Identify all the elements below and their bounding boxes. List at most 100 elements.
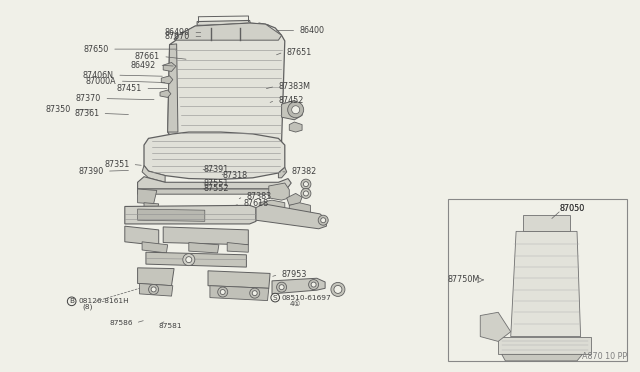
Polygon shape xyxy=(140,283,173,296)
Text: 86490: 86490 xyxy=(165,28,190,37)
Polygon shape xyxy=(278,167,287,178)
Text: 87361: 87361 xyxy=(74,109,99,118)
Polygon shape xyxy=(142,242,168,253)
Polygon shape xyxy=(189,243,219,253)
Polygon shape xyxy=(168,23,285,149)
Polygon shape xyxy=(138,189,157,204)
Polygon shape xyxy=(287,193,302,205)
Polygon shape xyxy=(163,62,176,71)
Polygon shape xyxy=(256,204,326,229)
Text: 08126-8161H: 08126-8161H xyxy=(78,298,129,304)
Polygon shape xyxy=(511,231,580,337)
Polygon shape xyxy=(208,271,270,288)
Circle shape xyxy=(301,179,311,189)
Circle shape xyxy=(186,257,192,263)
Text: 87581: 87581 xyxy=(159,323,182,328)
Polygon shape xyxy=(272,278,325,294)
Text: 87318: 87318 xyxy=(223,171,248,180)
Text: 87750M: 87750M xyxy=(448,275,480,285)
Polygon shape xyxy=(176,23,282,40)
Polygon shape xyxy=(146,252,246,267)
Circle shape xyxy=(292,106,300,114)
Circle shape xyxy=(318,215,328,225)
Circle shape xyxy=(151,287,156,292)
Polygon shape xyxy=(227,243,248,252)
Polygon shape xyxy=(524,215,570,231)
Circle shape xyxy=(276,282,287,292)
Polygon shape xyxy=(289,122,302,132)
Polygon shape xyxy=(144,203,159,211)
Text: 86492: 86492 xyxy=(131,61,156,70)
Circle shape xyxy=(321,218,326,223)
Polygon shape xyxy=(163,227,248,245)
Polygon shape xyxy=(259,200,285,213)
Text: 87000A: 87000A xyxy=(86,77,116,86)
Text: 87586: 87586 xyxy=(109,320,133,326)
Text: 87670: 87670 xyxy=(165,32,190,41)
Text: 87351: 87351 xyxy=(104,160,129,169)
Text: A870 10 PP: A870 10 PP xyxy=(582,352,627,361)
Text: (8): (8) xyxy=(82,304,92,310)
Text: 87618: 87618 xyxy=(243,199,268,208)
Circle shape xyxy=(288,102,304,118)
Circle shape xyxy=(301,189,311,198)
Text: 87661: 87661 xyxy=(135,52,160,61)
Text: 87050: 87050 xyxy=(559,204,584,213)
Polygon shape xyxy=(289,203,310,215)
Text: 87650: 87650 xyxy=(84,45,109,54)
Text: 87382: 87382 xyxy=(291,167,316,176)
Circle shape xyxy=(334,285,342,294)
Polygon shape xyxy=(282,100,302,120)
Circle shape xyxy=(148,285,159,294)
Text: 4①: 4① xyxy=(289,301,301,307)
Polygon shape xyxy=(210,286,269,301)
Polygon shape xyxy=(138,177,291,189)
Polygon shape xyxy=(502,355,582,361)
Circle shape xyxy=(311,282,316,287)
Text: 87552: 87552 xyxy=(204,185,229,193)
Text: 87953: 87953 xyxy=(282,270,307,279)
Circle shape xyxy=(303,191,308,196)
Text: 87370: 87370 xyxy=(76,94,101,103)
Circle shape xyxy=(308,280,319,289)
Text: 87350: 87350 xyxy=(45,105,70,114)
Text: 87551: 87551 xyxy=(204,179,229,187)
Circle shape xyxy=(331,282,345,296)
Polygon shape xyxy=(125,205,256,224)
Polygon shape xyxy=(142,166,165,182)
Text: 08510-61697: 08510-61697 xyxy=(282,295,332,301)
Text: 86400: 86400 xyxy=(300,26,324,35)
Polygon shape xyxy=(138,209,205,221)
Circle shape xyxy=(252,291,257,296)
Circle shape xyxy=(279,285,284,290)
Polygon shape xyxy=(498,337,591,355)
Polygon shape xyxy=(197,20,251,25)
Polygon shape xyxy=(161,76,173,84)
Circle shape xyxy=(218,287,228,297)
Polygon shape xyxy=(168,44,178,132)
Polygon shape xyxy=(160,90,171,97)
Circle shape xyxy=(183,254,195,266)
Text: 87390: 87390 xyxy=(79,167,104,176)
Text: B: B xyxy=(69,298,74,304)
Text: 87651: 87651 xyxy=(287,48,312,57)
Text: S: S xyxy=(273,295,278,301)
Text: 87452: 87452 xyxy=(278,96,304,105)
Circle shape xyxy=(220,289,225,295)
Polygon shape xyxy=(250,23,269,34)
Polygon shape xyxy=(138,189,287,194)
Text: 87451: 87451 xyxy=(117,84,142,93)
Polygon shape xyxy=(269,183,289,200)
Text: 87383M: 87383M xyxy=(278,82,310,91)
Polygon shape xyxy=(144,132,285,179)
Bar xyxy=(448,199,627,361)
Text: 87050: 87050 xyxy=(559,204,584,213)
Text: 87391: 87391 xyxy=(204,165,228,174)
Polygon shape xyxy=(125,226,159,246)
Circle shape xyxy=(250,288,260,298)
Circle shape xyxy=(303,182,308,187)
Text: 87383: 87383 xyxy=(246,192,271,201)
Polygon shape xyxy=(480,312,511,341)
Text: 87406N: 87406N xyxy=(83,71,114,80)
Polygon shape xyxy=(138,268,174,286)
